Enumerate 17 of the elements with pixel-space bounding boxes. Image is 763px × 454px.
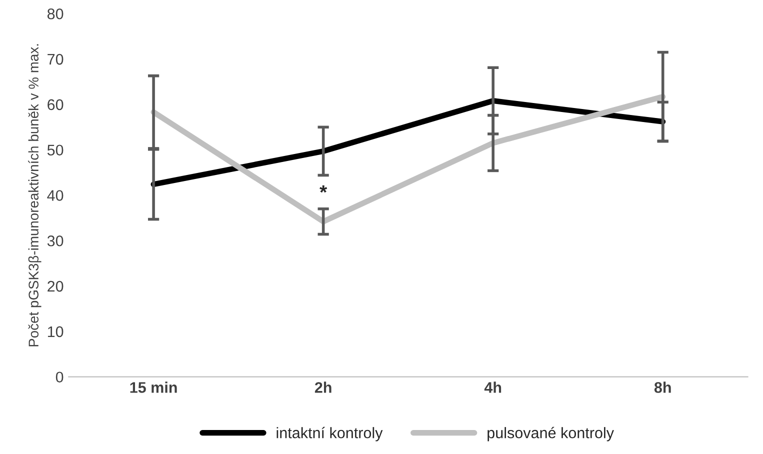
x-tick-label: 15 min bbox=[130, 382, 177, 393]
y-tick-label: 30 bbox=[47, 235, 64, 246]
y-axis-title: Počet pGSK3β-imunoreaktivních buněk v % max. bbox=[28, 44, 42, 346]
legend-label: intaktní kontroly bbox=[276, 426, 383, 442]
y-tick-label: 50 bbox=[47, 144, 64, 156]
x-tick-label: 8h bbox=[654, 382, 671, 393]
annotation: * bbox=[320, 185, 328, 193]
x-tick-label: 2h bbox=[314, 382, 332, 393]
y-tick-label: 70 bbox=[48, 54, 64, 65]
y-tick-label: 20 bbox=[48, 280, 64, 292]
y-tick-label: 10 bbox=[48, 326, 64, 338]
legend-label: pulsované kontroly bbox=[488, 426, 614, 442]
x-tick-label: 4h bbox=[484, 382, 502, 393]
y-tick-label: 0 bbox=[56, 372, 64, 383]
y-tick-label: 40 bbox=[47, 190, 64, 201]
y-tick-label: 80 bbox=[47, 8, 64, 20]
y-tick-label: 60 bbox=[48, 99, 64, 110]
